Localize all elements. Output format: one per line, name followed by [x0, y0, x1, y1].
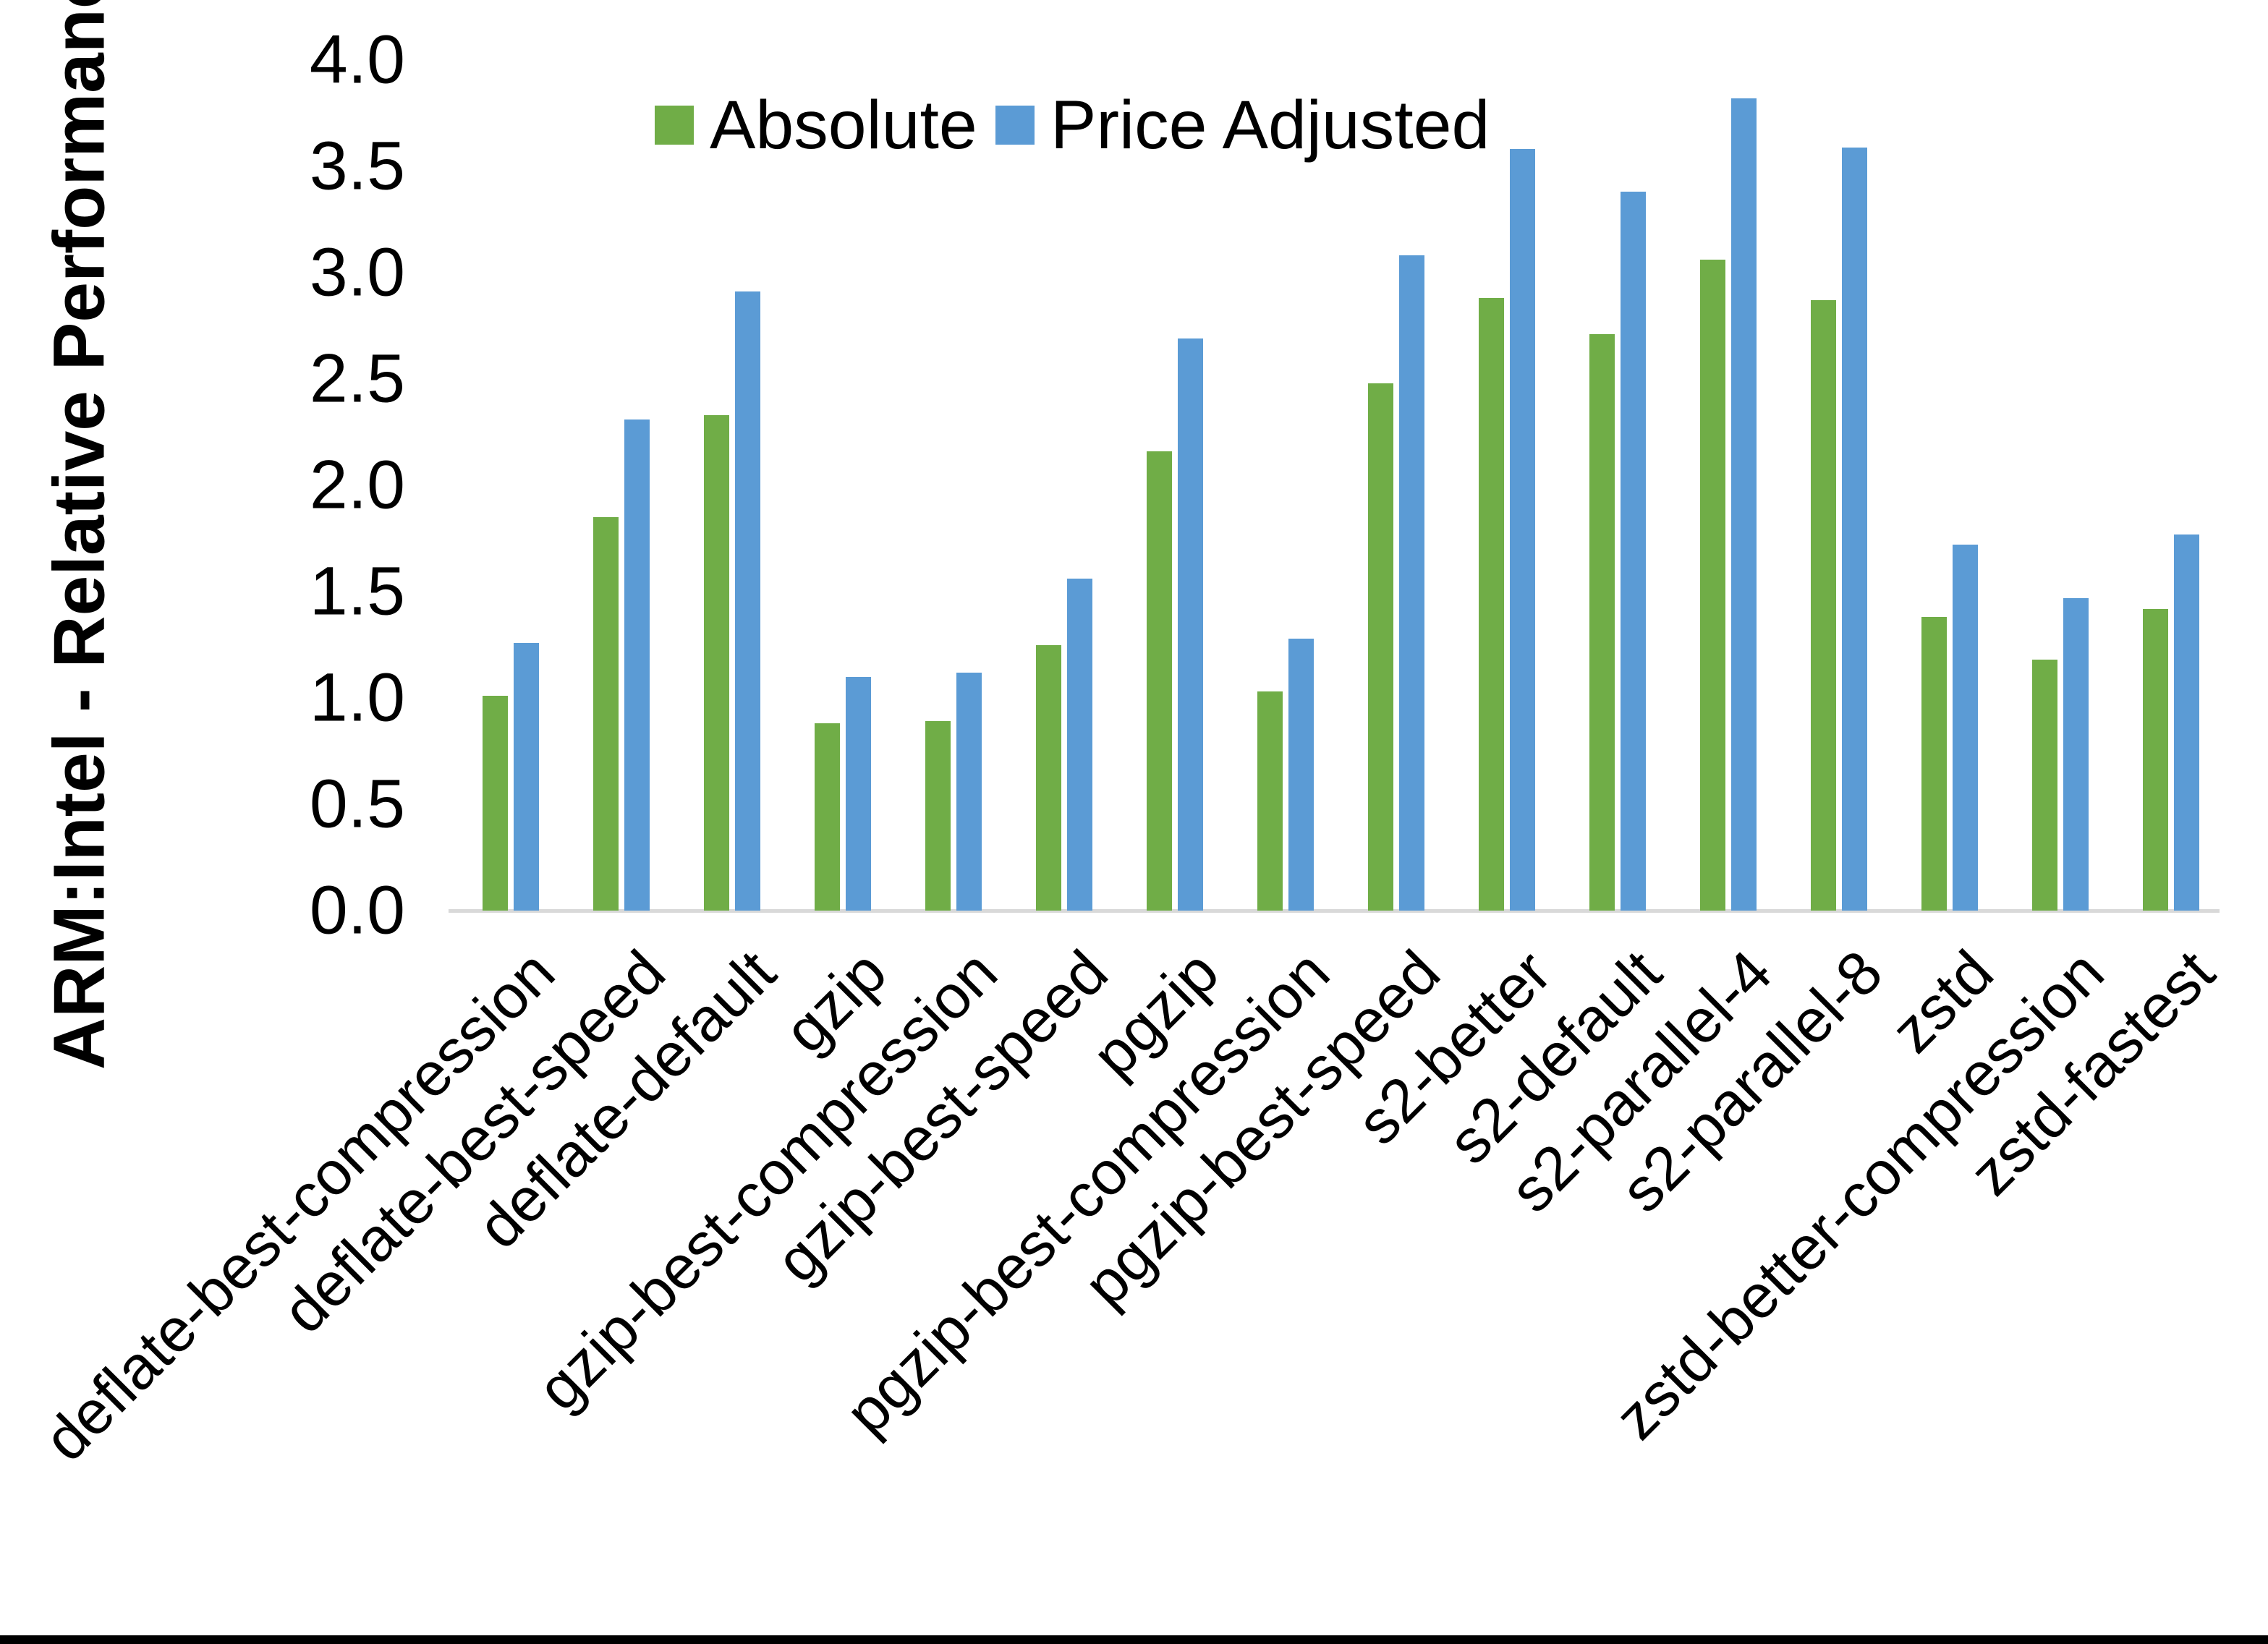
- bottom-border-bar: [0, 1635, 2268, 1644]
- bar-price-adjusted: [1288, 638, 1314, 911]
- bar-price-adjusted: [1510, 149, 1535, 911]
- bar-price-adjusted: [1067, 579, 1092, 911]
- bar-price-adjusted: [956, 672, 982, 911]
- bar-absolute: [593, 517, 619, 911]
- legend-swatch-price-adjusted-icon: [995, 106, 1035, 145]
- y-tick-label: 0.5: [309, 765, 405, 843]
- plot-area: [449, 60, 2220, 913]
- bar-absolute: [2032, 660, 2057, 911]
- bar-absolute: [1368, 383, 1393, 911]
- y-tick-label: 2.0: [309, 446, 405, 524]
- bar-absolute: [1811, 300, 1836, 911]
- legend-item-absolute: Absolute: [655, 85, 977, 165]
- bar-absolute: [1036, 644, 1061, 911]
- bar-price-adjusted: [624, 419, 650, 911]
- bar-absolute: [1921, 617, 1947, 911]
- bar-price-adjusted: [1621, 192, 1646, 911]
- bar-absolute: [1589, 334, 1615, 911]
- y-tick-label: 4.0: [309, 21, 405, 98]
- y-tick-label: 1.0: [309, 659, 405, 736]
- y-tick-label: 3.5: [309, 127, 405, 205]
- bar-price-adjusted: [1842, 147, 1867, 911]
- bar-price-adjusted: [735, 291, 760, 911]
- x-axis-category-labels: deflate-best-compression deflate-best-spe…: [31, 937, 2228, 1591]
- bar-price-adjusted: [514, 642, 539, 911]
- bar-absolute: [483, 696, 508, 911]
- bar-price-adjusted: [1953, 545, 1978, 911]
- bar-absolute: [1700, 260, 1725, 911]
- y-tick-label: 1.5: [309, 553, 405, 630]
- legend-item-price-adjusted: Price Adjusted: [995, 85, 1490, 165]
- bar-price-adjusted: [1399, 255, 1424, 911]
- y-tick-label: 2.5: [309, 340, 405, 417]
- legend-label-absolute: Absolute: [710, 86, 977, 163]
- legend-swatch-absolute-icon: [655, 106, 694, 145]
- legend: Absolute Price Adjusted: [0, 85, 2268, 165]
- y-tick-label: 0.0: [309, 872, 405, 949]
- bar-absolute: [925, 721, 951, 911]
- bar-price-adjusted: [1731, 98, 1757, 911]
- bar-absolute: [2143, 608, 2168, 911]
- bar-absolute: [1257, 691, 1283, 911]
- bar-absolute: [1147, 451, 1172, 911]
- bar-price-adjusted: [846, 676, 871, 911]
- bar-absolute: [815, 723, 840, 911]
- legend-label-price-adjusted: Price Adjusted: [1050, 86, 1490, 163]
- bar-price-adjusted: [2063, 597, 2089, 911]
- bar-absolute: [1479, 298, 1504, 911]
- bar-price-adjusted: [2174, 534, 2199, 911]
- x-axis-line: [449, 909, 2220, 913]
- y-tick-label: 3.0: [309, 234, 405, 311]
- bar-absolute: [704, 414, 729, 911]
- y-axis-tick-labels: 0.0 0.5 1.0 1.5 2.0 2.5 3.0 3.5 4.0: [0, 0, 423, 1644]
- bar-price-adjusted: [1178, 338, 1203, 911]
